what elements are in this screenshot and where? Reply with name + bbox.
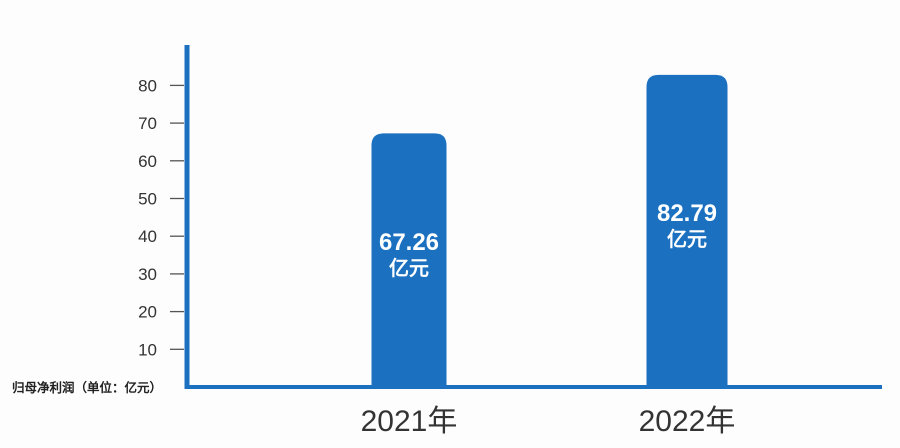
bar-unit-label: 亿元 bbox=[389, 256, 429, 280]
y-tick-label: 70 bbox=[138, 114, 157, 133]
x-category-label: 2021年 bbox=[361, 405, 458, 438]
bars bbox=[371, 74, 728, 387]
y-tick-label: 50 bbox=[138, 190, 157, 209]
bar-2022 bbox=[646, 74, 728, 387]
y-tick-label: 20 bbox=[138, 303, 157, 322]
x-category-label: 2022年 bbox=[639, 405, 736, 438]
y-tick-label: 40 bbox=[138, 227, 157, 246]
bar-2021 bbox=[371, 133, 447, 387]
bar-unit-label: 亿元 bbox=[667, 227, 707, 251]
y-axis-label: 归母净利润（单位：亿元） bbox=[12, 380, 162, 395]
bar-value-label: 67.26 bbox=[379, 229, 439, 256]
bar-value-label: 82.79 bbox=[657, 200, 717, 227]
y-ticks: 10 20 30 40 50 60 70 80 bbox=[138, 76, 184, 359]
y-tick-label: 60 bbox=[138, 152, 157, 171]
y-tick-label: 30 bbox=[138, 265, 157, 284]
y-tick-label: 80 bbox=[138, 76, 157, 95]
y-tick-label: 10 bbox=[138, 340, 157, 359]
